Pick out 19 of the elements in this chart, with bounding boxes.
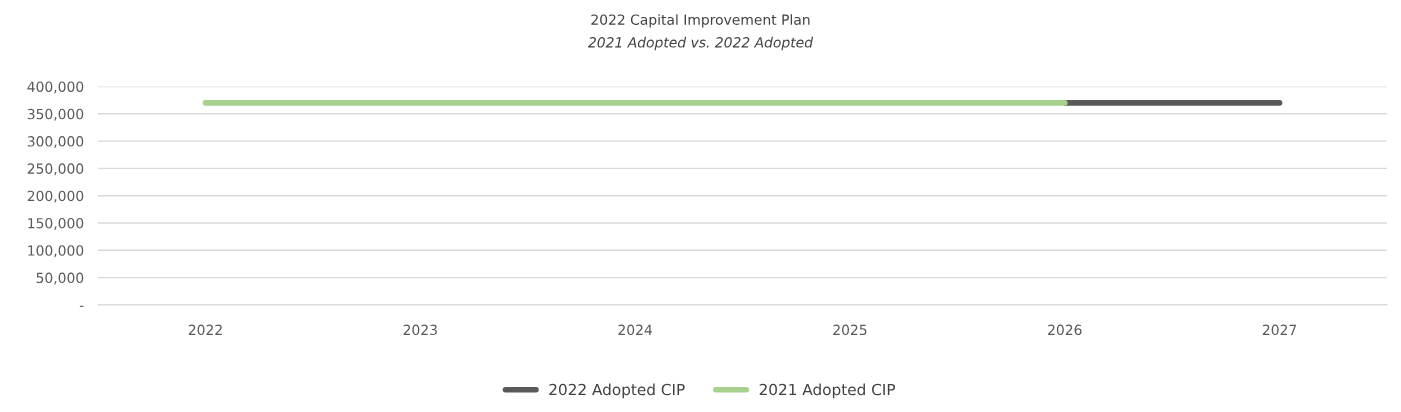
chart-title: 2022 Capital Improvement Plan	[591, 14, 810, 28]
y-tick-label: 400,000	[27, 81, 84, 94]
x-tick-label: 2022	[188, 324, 222, 336]
y-tick-label: 200,000	[27, 190, 84, 203]
legend-label: 2021 Adopted CIP	[759, 383, 896, 399]
chart-subtitle: 2021 Adopted vs. 2022 Adopted	[588, 36, 814, 51]
x-tick-label: 2023	[403, 324, 437, 336]
legend-label: 2022 Adopted CIP	[549, 383, 685, 399]
x-tick-label: 2026	[1048, 324, 1082, 336]
y-tick-label: 300,000	[27, 136, 84, 148]
x-tick-label: 2024	[618, 324, 653, 336]
y-tick-label: 150,000	[28, 217, 84, 230]
x-tick-label: 2027	[1262, 324, 1297, 336]
x-tick-label: 2025	[833, 324, 867, 336]
y-tick-label: 250,000	[27, 163, 84, 176]
y-tick-label: -	[79, 305, 84, 307]
y-tick-label: 50,000	[36, 272, 84, 285]
y-tick-label: 100,000	[28, 245, 84, 258]
y-tick-label: 350,000	[27, 108, 84, 121]
